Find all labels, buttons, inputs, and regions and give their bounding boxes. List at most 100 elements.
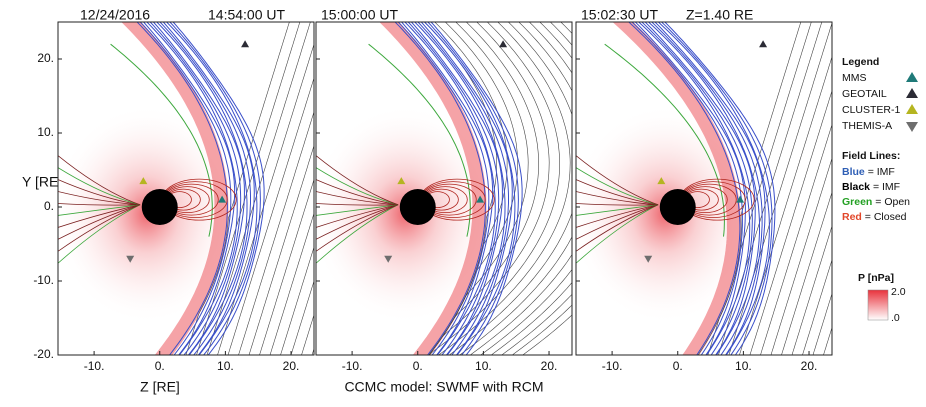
tail-line	[576, 155, 659, 206]
imf-line-black	[280, 246, 314, 355]
imf-line-blue	[165, 22, 258, 355]
satellite-marker	[476, 195, 485, 203]
tail-line	[316, 204, 399, 216]
earth	[659, 189, 696, 225]
tail-line	[316, 203, 399, 206]
tail-line	[316, 204, 399, 240]
tail-line	[576, 203, 659, 206]
legend-marker	[906, 72, 918, 82]
panel	[58, 22, 314, 355]
imf-line-blue	[172, 22, 265, 355]
tail-line	[576, 204, 659, 240]
x-tick-label: -10.	[84, 359, 105, 373]
tail-line	[316, 204, 399, 228]
tail-line	[58, 191, 141, 206]
tail-line	[576, 167, 659, 206]
imf-line-black	[728, 22, 832, 355]
imf-line-black	[428, 22, 529, 355]
tail-line	[576, 204, 659, 216]
x-tick-label: 10.	[735, 359, 752, 373]
imf-line-black	[718, 22, 823, 355]
date: 12/24/2016	[80, 7, 150, 23]
satellite-marker	[139, 177, 148, 185]
x-tick-label: 20.	[541, 359, 558, 373]
imf-line-blue	[139, 22, 232, 355]
tail-line	[576, 191, 659, 206]
legend-label: MMS	[842, 72, 867, 84]
satellite-marker	[241, 40, 250, 48]
imf-line-blue	[149, 22, 242, 355]
imf-line-blue	[654, 22, 766, 355]
imf-line-blue	[152, 22, 245, 355]
tail-line	[58, 179, 141, 206]
imf-line-blue	[169, 22, 261, 355]
field-line-key: Red	[842, 211, 862, 223]
legend-marker	[906, 122, 918, 132]
satellite-marker	[499, 40, 508, 48]
x-tick-label: 0.	[413, 359, 423, 373]
earth	[141, 189, 178, 225]
imf-line-black	[469, 22, 572, 355]
imf-line-blue	[651, 22, 763, 355]
field-line-text: = IMF	[873, 181, 900, 193]
imf-line-blue	[159, 22, 251, 355]
imf-line-black	[770, 157, 832, 355]
imf-line-black	[290, 279, 314, 355]
satellite-marker	[759, 40, 768, 48]
imf-line-black	[781, 191, 832, 355]
imf-line-blue	[410, 22, 503, 355]
satellite-marker	[736, 195, 745, 203]
field-line-text: = Closed	[865, 211, 907, 223]
tail-line	[576, 204, 659, 252]
imf-line-black	[802, 258, 832, 355]
model-note: CCMC model: SWMF with RCM	[344, 379, 543, 395]
colorbar-min: .0	[891, 312, 900, 324]
tail-line	[58, 204, 141, 264]
field-line-entry: Red = Closed	[842, 211, 907, 223]
legend-label: CLUSTER-1	[842, 104, 901, 116]
open-line	[110, 43, 213, 237]
imf-line-blue	[136, 22, 228, 355]
colorbar-label: P [nPa]	[858, 272, 894, 284]
x-axis-label: Z [RE]	[140, 379, 180, 395]
x-tick-label: -10.	[342, 359, 363, 373]
imf-line-black	[428, 22, 561, 355]
y-tick-label: 20.	[37, 51, 54, 65]
field-line-text: = Open	[875, 196, 910, 208]
tail-line	[58, 203, 141, 206]
open-line	[368, 43, 471, 237]
imf-line-blue	[637, 22, 751, 355]
legend-marker	[906, 104, 918, 114]
imf-line-black	[749, 89, 832, 355]
imf-line-blue	[664, 22, 776, 355]
imf-line-black	[739, 55, 832, 355]
satellite-marker	[644, 255, 653, 263]
imf-line-black	[448, 22, 572, 355]
y-tick-label: 0.	[44, 199, 54, 213]
imf-line-blue	[404, 22, 496, 355]
field-line-entry: Black = IMF	[842, 181, 900, 193]
open-line	[604, 43, 725, 237]
tail-line	[576, 204, 659, 264]
imf-line-black	[707, 22, 812, 355]
satellite-marker	[657, 177, 666, 185]
imf-line-blue	[430, 22, 523, 355]
field-line-key: Black	[842, 181, 870, 193]
imf-line-blue	[628, 22, 741, 355]
colorbar-max: 2.0	[891, 286, 906, 298]
imf-line-blue	[427, 22, 519, 355]
x-tick-label: 0.	[673, 359, 683, 373]
panel-time: 15:02:30 UT	[581, 7, 658, 23]
imf-line-black	[511, 22, 572, 355]
legend-marker	[906, 88, 918, 98]
tail-line	[58, 204, 141, 228]
tail-line	[58, 204, 141, 240]
panel-time: 15:00:00 UT	[321, 7, 398, 23]
field-lines-title: Field Lines:	[842, 150, 900, 162]
field-line-text: = IMF	[868, 166, 895, 178]
x-tick-label: 10.	[217, 359, 234, 373]
imf-line-black	[438, 22, 571, 355]
imf-line-black	[227, 77, 314, 355]
x-tick-label: 10.	[475, 359, 492, 373]
